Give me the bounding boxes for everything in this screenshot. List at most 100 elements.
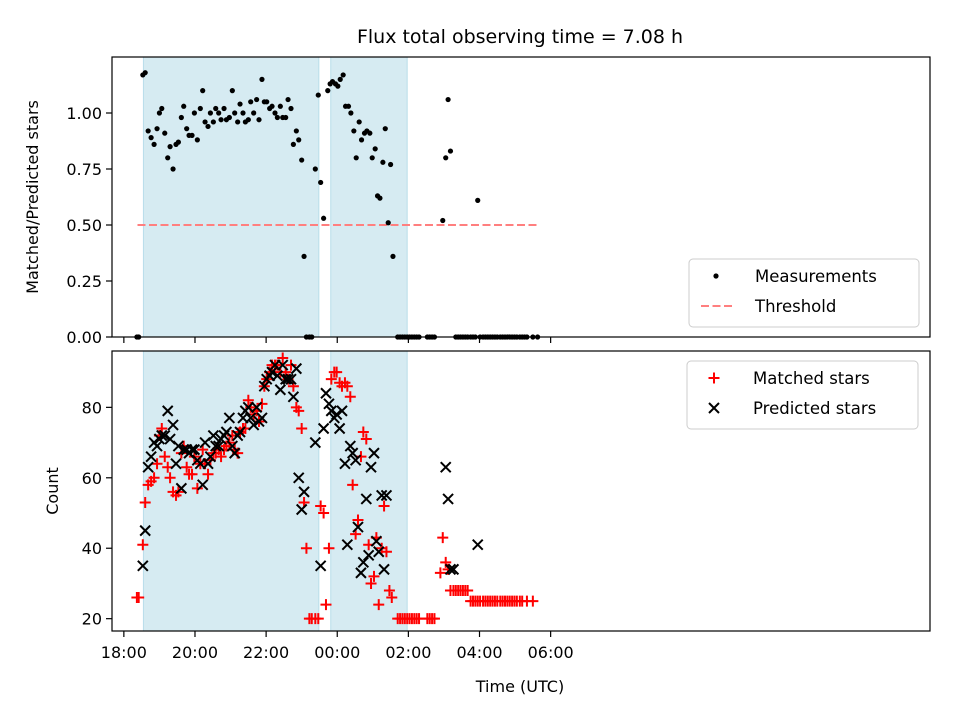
x-marker [355, 567, 367, 579]
x-marker [336, 405, 348, 417]
x-marker [156, 429, 168, 442]
x-marker [172, 440, 185, 452]
y-tick-label: 1.00 [66, 104, 102, 123]
x-marker [314, 560, 327, 572]
x-marker [362, 549, 375, 561]
top-panel: 0.00 0.25 0.50 0.75 1.00 Matched/Predicted s… [23, 56, 931, 347]
x-marker [378, 563, 390, 576]
plus-marker [191, 482, 203, 494]
plus-marker [437, 532, 449, 544]
x-marker [317, 422, 330, 435]
plus-marker [373, 599, 385, 611]
bottom-panel: 20 40 60 80 18:00 20:00 22:00 00:00 02:00 04:00 0… [43, 350, 931, 662]
data-point [202, 119, 208, 125]
y-tick-label: 0.50 [66, 216, 102, 235]
x-marker [298, 486, 310, 498]
plus-marker [315, 500, 327, 512]
data-point [210, 119, 216, 125]
data-point [475, 197, 481, 203]
plus-marker [347, 479, 359, 491]
x-marker [188, 443, 201, 456]
y-tick-label: 80 [82, 398, 102, 417]
top-y-axis: 0.00 0.25 0.50 0.75 1.00 [66, 104, 112, 347]
plus-marker [300, 542, 312, 554]
plus-marker [360, 433, 372, 445]
data-point [385, 220, 391, 226]
data-point [440, 217, 446, 224]
x-axis-label: Time (UTC) [475, 677, 564, 696]
data-point [245, 117, 251, 123]
plus-marker [215, 451, 227, 463]
data-point [382, 126, 388, 132]
data-point [351, 128, 357, 134]
data-point [380, 159, 386, 165]
data-point [445, 96, 451, 103]
x-marker [368, 447, 380, 459]
x-marker [277, 359, 289, 371]
plus-marker [256, 398, 268, 410]
data-point [170, 166, 176, 172]
x-marker [440, 461, 452, 473]
x-marker [139, 524, 151, 537]
x-marker [228, 447, 241, 459]
data-point [162, 130, 168, 136]
data-point [272, 110, 278, 116]
x-marker [346, 447, 359, 459]
y-tick-label: 0.25 [66, 272, 102, 291]
x-marker [323, 398, 335, 410]
x-marker [325, 405, 338, 417]
observing-window-1 [142, 56, 320, 338]
data-point [197, 105, 203, 112]
data-point [221, 105, 227, 112]
x-marker [370, 535, 383, 547]
data-point [237, 101, 243, 107]
x-marker [352, 521, 364, 533]
data-point [151, 141, 157, 147]
plus-marker [293, 405, 305, 417]
data-point [447, 148, 454, 154]
data-point [353, 155, 359, 161]
x-marker [151, 440, 163, 452]
data-point [369, 155, 375, 161]
data-point [345, 103, 352, 109]
x-marker [282, 373, 294, 385]
x-marker [442, 493, 454, 505]
plus-marker [296, 422, 308, 434]
legend-label: Measurements [755, 267, 877, 286]
x-marker [220, 426, 233, 438]
plus-marker [357, 426, 369, 438]
data-point [189, 132, 195, 138]
x-marker [256, 412, 268, 424]
bottom-observing-windows [142, 350, 408, 632]
data-point [218, 117, 224, 123]
x-marker [271, 369, 284, 382]
x-tick-label: 00:00 [314, 643, 360, 662]
data-point [299, 157, 305, 163]
x-marker [178, 443, 190, 456]
x-marker [244, 412, 257, 424]
x-marker [210, 440, 222, 452]
x-marker [258, 380, 271, 392]
data-point [274, 114, 280, 121]
data-point [390, 253, 396, 259]
star-count-series [131, 352, 539, 625]
x-marker [159, 429, 171, 442]
plus-marker [386, 592, 398, 604]
x-marker [266, 366, 278, 378]
x-marker [167, 419, 179, 431]
data-point [229, 88, 235, 94]
observing-window-2 [330, 56, 408, 338]
data-point [240, 110, 246, 116]
legend-label: Matched stars [753, 369, 870, 388]
data-point [156, 110, 163, 116]
x-marker [162, 405, 174, 417]
x-marker [341, 539, 354, 551]
y-tick-label: 0.75 [66, 160, 102, 179]
x-marker [365, 461, 377, 473]
bottom-axes-frame [111, 350, 931, 632]
data-point [290, 141, 296, 147]
x-marker [380, 489, 393, 502]
x-marker [295, 503, 308, 516]
x-marker [330, 408, 343, 421]
observing-window-2 [330, 350, 408, 632]
